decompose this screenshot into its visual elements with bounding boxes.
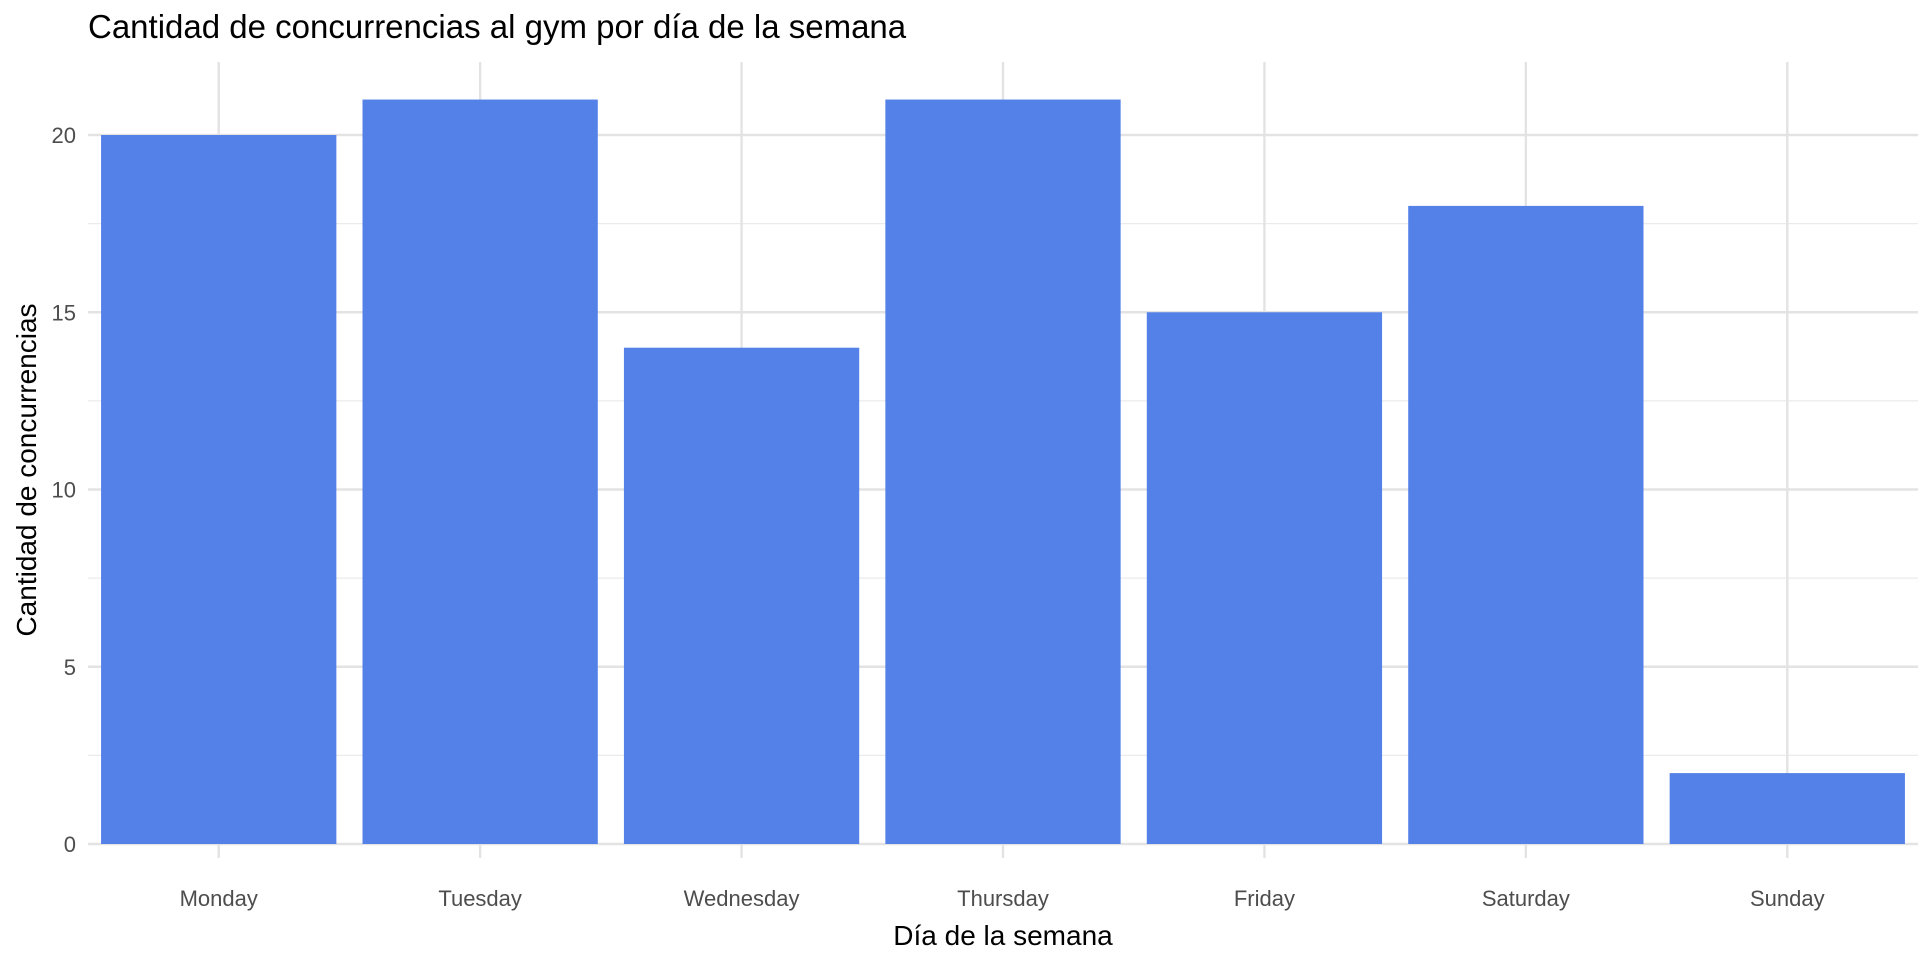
chart-title: Cantidad de concurrencias al gym por día…	[88, 8, 907, 45]
bar-friday	[1146, 312, 1383, 844]
bar-saturday	[1408, 205, 1644, 844]
bar-tuesday	[362, 99, 598, 845]
bar-thursday	[885, 99, 1121, 845]
y-axis-ticks: 0 5 10 15 20	[52, 123, 76, 857]
bars	[101, 99, 1905, 845]
y-tick-label: 20	[52, 123, 76, 148]
bar-sunday	[1669, 773, 1905, 844]
x-tick-label: Wednesday	[684, 886, 800, 911]
bar-monday	[101, 135, 337, 844]
x-tick-label: Sunday	[1750, 886, 1825, 911]
y-tick-label: 5	[64, 655, 76, 680]
y-tick-label: 15	[52, 300, 76, 325]
x-axis-title: Día de la semana	[893, 920, 1113, 951]
x-tick-label: Monday	[180, 886, 258, 911]
x-tick-label: Tuesday	[438, 886, 522, 911]
y-tick-label: 0	[64, 832, 76, 857]
y-axis-title: Cantidad de concurrencias	[11, 303, 42, 636]
bar-wednesday	[623, 347, 860, 844]
y-tick-label: 10	[52, 478, 76, 503]
x-tick-label: Thursday	[957, 886, 1049, 911]
x-tick-label: Friday	[1234, 886, 1295, 911]
x-axis-ticks: Monday Tuesday Wednesday Thursday Friday Satu…	[180, 886, 1825, 911]
x-tick-label: Saturday	[1482, 886, 1570, 911]
